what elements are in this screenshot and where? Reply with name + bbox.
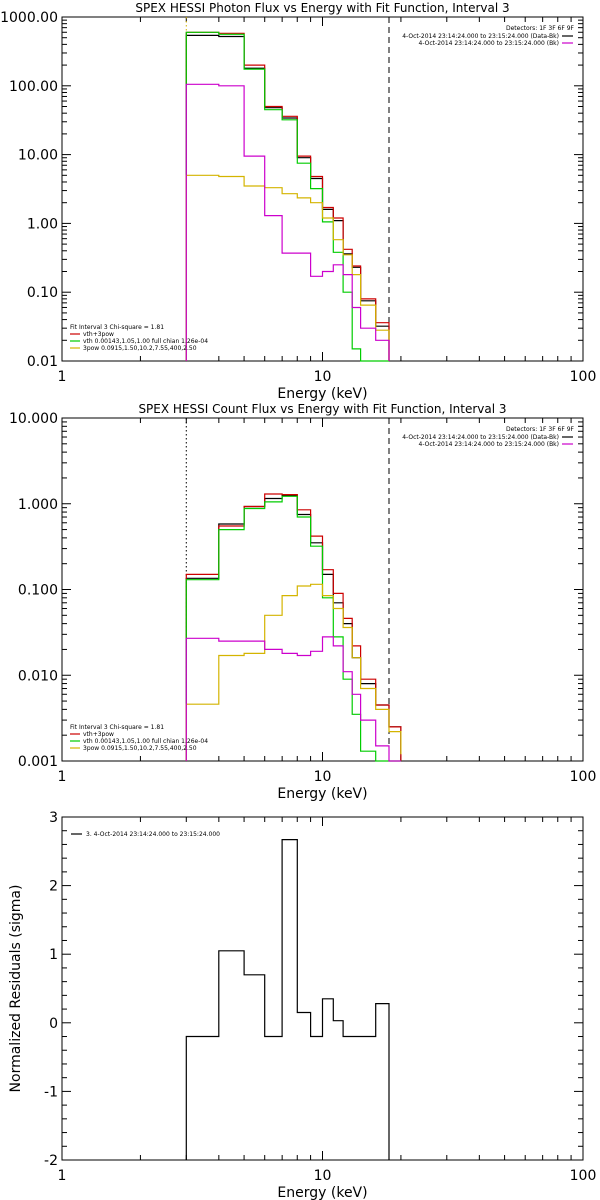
y-tick-label: 0.100 <box>18 583 58 599</box>
series-power-law <box>185 174 390 361</box>
series-power-law <box>185 583 402 761</box>
series-group <box>185 493 402 762</box>
legend-bottom-left: Fit Interval 3 Chi-square = 1.81vth+3pow… <box>70 724 208 752</box>
legend-entry-label: vth 0.00143,1.05,1.00 full chian 1.26e-0… <box>83 338 208 345</box>
series-background <box>185 636 401 762</box>
legend-entry-label: vth+3pow <box>83 331 114 338</box>
x-axis-label: Energy (keV) <box>277 1185 367 1200</box>
legend-bottom-left: Fit Interval 3 Chi-square = 1.81vth+3pow… <box>70 324 208 352</box>
y-tick-label: 1.000 <box>18 497 58 513</box>
series-thermal <box>185 495 401 762</box>
x-axis: 1 10 100 Energy (keV) <box>58 17 597 402</box>
y-tick-label: 1 <box>49 947 58 963</box>
y-tick-label: 2 <box>49 879 58 895</box>
legend-entry-label: 3. 4-Oct-2014 23:14:24.000 to 23:15:24.0… <box>86 831 220 838</box>
x-axis: 1 10 100 Energy (keV) <box>58 817 597 1200</box>
chart-panel-1: SPEX HESSI Photon Flux vs Energy with Fi… <box>0 1 596 402</box>
y-tick-label: 10.000 <box>9 411 58 427</box>
x-tick-label: 100 <box>570 369 597 385</box>
chart-panel-3: 1 10 100 Energy (keV) -2 -1 0 1 2 3 Normalized Res… <box>8 810 596 1200</box>
chart-panel-2: SPEX HESSI Count Flux vs Energy with Fit… <box>9 402 596 802</box>
series-background <box>185 83 390 361</box>
y-axis: 0.01 0.10 1.00 10.00 100.00 1000.00 <box>0 10 583 370</box>
legend-header: Fit Interval 3 Chi-square = 1.81 <box>70 724 164 731</box>
y-tick-label: 0 <box>49 1016 58 1032</box>
legend-entry-label: 3pow 0.0915,1.50,10.2,7.55,400,2.50 <box>83 345 197 352</box>
y-tick-label: 1000.00 <box>0 10 58 26</box>
x-tick-label: 100 <box>570 769 597 785</box>
chart-title: SPEX HESSI Count Flux vs Energy with Fit… <box>138 402 506 416</box>
series-residuals <box>185 839 390 1160</box>
legend-entry-label: vth+3pow <box>83 731 114 738</box>
series-group <box>185 31 390 362</box>
y-tick-label: 0.10 <box>27 285 58 301</box>
x-tick-label: 10 <box>314 1168 332 1184</box>
y-tick-label: 1.00 <box>27 216 58 232</box>
legend-entry-label: 4-Oct-2014 23:14:24.000 to 23:15:24.000 … <box>402 33 559 40</box>
legend: 3. 4-Oct-2014 23:14:24.000 to 23:15:24.0… <box>71 831 220 838</box>
y-tick-label: 0.010 <box>18 668 58 684</box>
x-tick-label: 10 <box>314 769 332 785</box>
x-axis: 1 10 100 Energy (keV) <box>58 418 597 802</box>
x-tick-label: 1 <box>58 769 67 785</box>
y-tick-label: -1 <box>44 1084 58 1100</box>
y-tick-label: 100.00 <box>9 79 58 95</box>
plot-frame <box>61 816 584 1161</box>
legend-header: Fit Interval 3 Chi-square = 1.81 <box>70 324 164 331</box>
y-axis: 0.001 0.010 0.100 1.000 10.000 <box>9 411 583 770</box>
legend-entry-label: 4-Oct-2014 23:14:24.000 to 23:15:24.000 … <box>402 434 559 441</box>
series-total-fit <box>185 31 390 361</box>
y-tick-label: -2 <box>44 1153 58 1169</box>
y-tick-label: 3 <box>49 810 58 826</box>
x-tick-label: 1 <box>58 1168 67 1184</box>
legend-entry-label: vth 0.00143,1.05,1.00 full chian 1.26e-0… <box>83 738 208 745</box>
legend-top-right: Detectors: 1F 3F 6F 9F4-Oct-2014 23:14:2… <box>402 25 574 47</box>
y-tick-label: 0.01 <box>27 354 58 370</box>
legend-entry-label: 4-Oct-2014 23:14:24.000 to 23:15:24.000 … <box>419 441 560 448</box>
chart-title: SPEX HESSI Photon Flux vs Energy with Fi… <box>135 1 509 15</box>
x-tick-label: 1 <box>58 369 67 385</box>
x-axis-label: Energy (keV) <box>277 786 367 802</box>
legend-entry-label: 3pow 0.0915,1.50,10.2,7.55,400,2.50 <box>83 745 197 752</box>
y-axis: -2 -1 0 1 2 3 Normalized Residuals (sigma) <box>8 810 583 1169</box>
legend-top-right: Detectors: 1F 3F 6F 9F4-Oct-2014 23:14:2… <box>402 426 574 448</box>
x-axis-label: Energy (keV) <box>277 386 367 402</box>
y-axis-label: Normalized Residuals (sigma) <box>8 885 24 1093</box>
x-tick-label: 100 <box>570 1168 597 1184</box>
legend-entry-label: 4-Oct-2014 23:14:24.000 to 23:15:24.000 … <box>419 40 560 47</box>
legend-header: Detectors: 1F 3F 6F 9F <box>506 25 575 32</box>
series-group <box>185 839 390 1160</box>
y-tick-label: 10.00 <box>18 148 58 164</box>
series-thermal <box>185 31 389 362</box>
y-tick-label: 0.001 <box>18 754 58 770</box>
legend-header: Detectors: 1F 3F 6F 9F <box>506 426 575 433</box>
x-tick-label: 10 <box>314 369 332 385</box>
